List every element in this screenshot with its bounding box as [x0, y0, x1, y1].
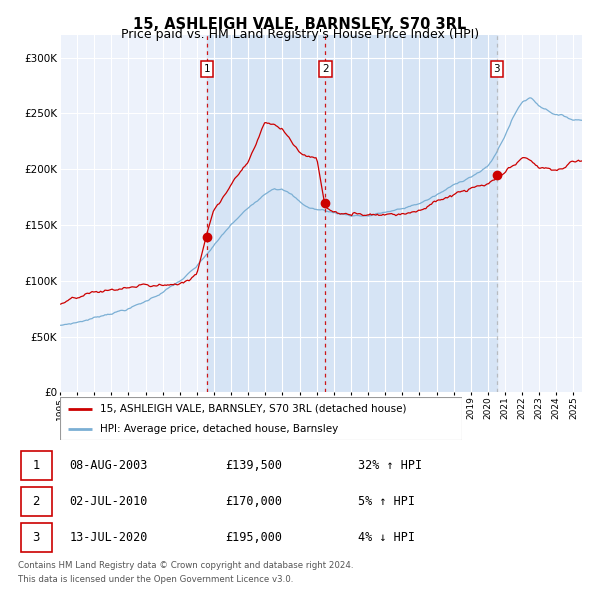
FancyBboxPatch shape: [20, 487, 52, 516]
Text: 13-JUL-2020: 13-JUL-2020: [70, 531, 148, 544]
Text: £195,000: £195,000: [225, 531, 282, 544]
Text: 1: 1: [32, 459, 40, 472]
Text: 3: 3: [494, 64, 500, 74]
Text: 08-AUG-2003: 08-AUG-2003: [70, 459, 148, 472]
Text: 32% ↑ HPI: 32% ↑ HPI: [358, 459, 422, 472]
Text: 4% ↓ HPI: 4% ↓ HPI: [358, 531, 415, 544]
Text: 1: 1: [204, 64, 211, 74]
Text: £170,000: £170,000: [225, 495, 282, 508]
Text: 15, ASHLEIGH VALE, BARNSLEY, S70 3RL (detached house): 15, ASHLEIGH VALE, BARNSLEY, S70 3RL (de…: [100, 404, 407, 414]
Text: 15, ASHLEIGH VALE, BARNSLEY, S70 3RL: 15, ASHLEIGH VALE, BARNSLEY, S70 3RL: [133, 17, 467, 31]
Text: HPI: Average price, detached house, Barnsley: HPI: Average price, detached house, Barn…: [100, 424, 338, 434]
Text: £139,500: £139,500: [225, 459, 282, 472]
Text: This data is licensed under the Open Government Licence v3.0.: This data is licensed under the Open Gov…: [18, 575, 293, 585]
FancyBboxPatch shape: [60, 397, 462, 440]
Text: Contains HM Land Registry data © Crown copyright and database right 2024.: Contains HM Land Registry data © Crown c…: [18, 561, 353, 571]
Text: 3: 3: [32, 531, 40, 544]
Bar: [325, 35, 497, 392]
FancyBboxPatch shape: [20, 451, 52, 480]
Text: 2: 2: [32, 495, 40, 508]
Text: 5% ↑ HPI: 5% ↑ HPI: [358, 495, 415, 508]
Text: Price paid vs. HM Land Registry's House Price Index (HPI): Price paid vs. HM Land Registry's House …: [121, 28, 479, 41]
Text: 02-JUL-2010: 02-JUL-2010: [70, 495, 148, 508]
FancyBboxPatch shape: [20, 523, 52, 552]
Bar: [207, 35, 325, 392]
Text: 2: 2: [322, 64, 329, 74]
